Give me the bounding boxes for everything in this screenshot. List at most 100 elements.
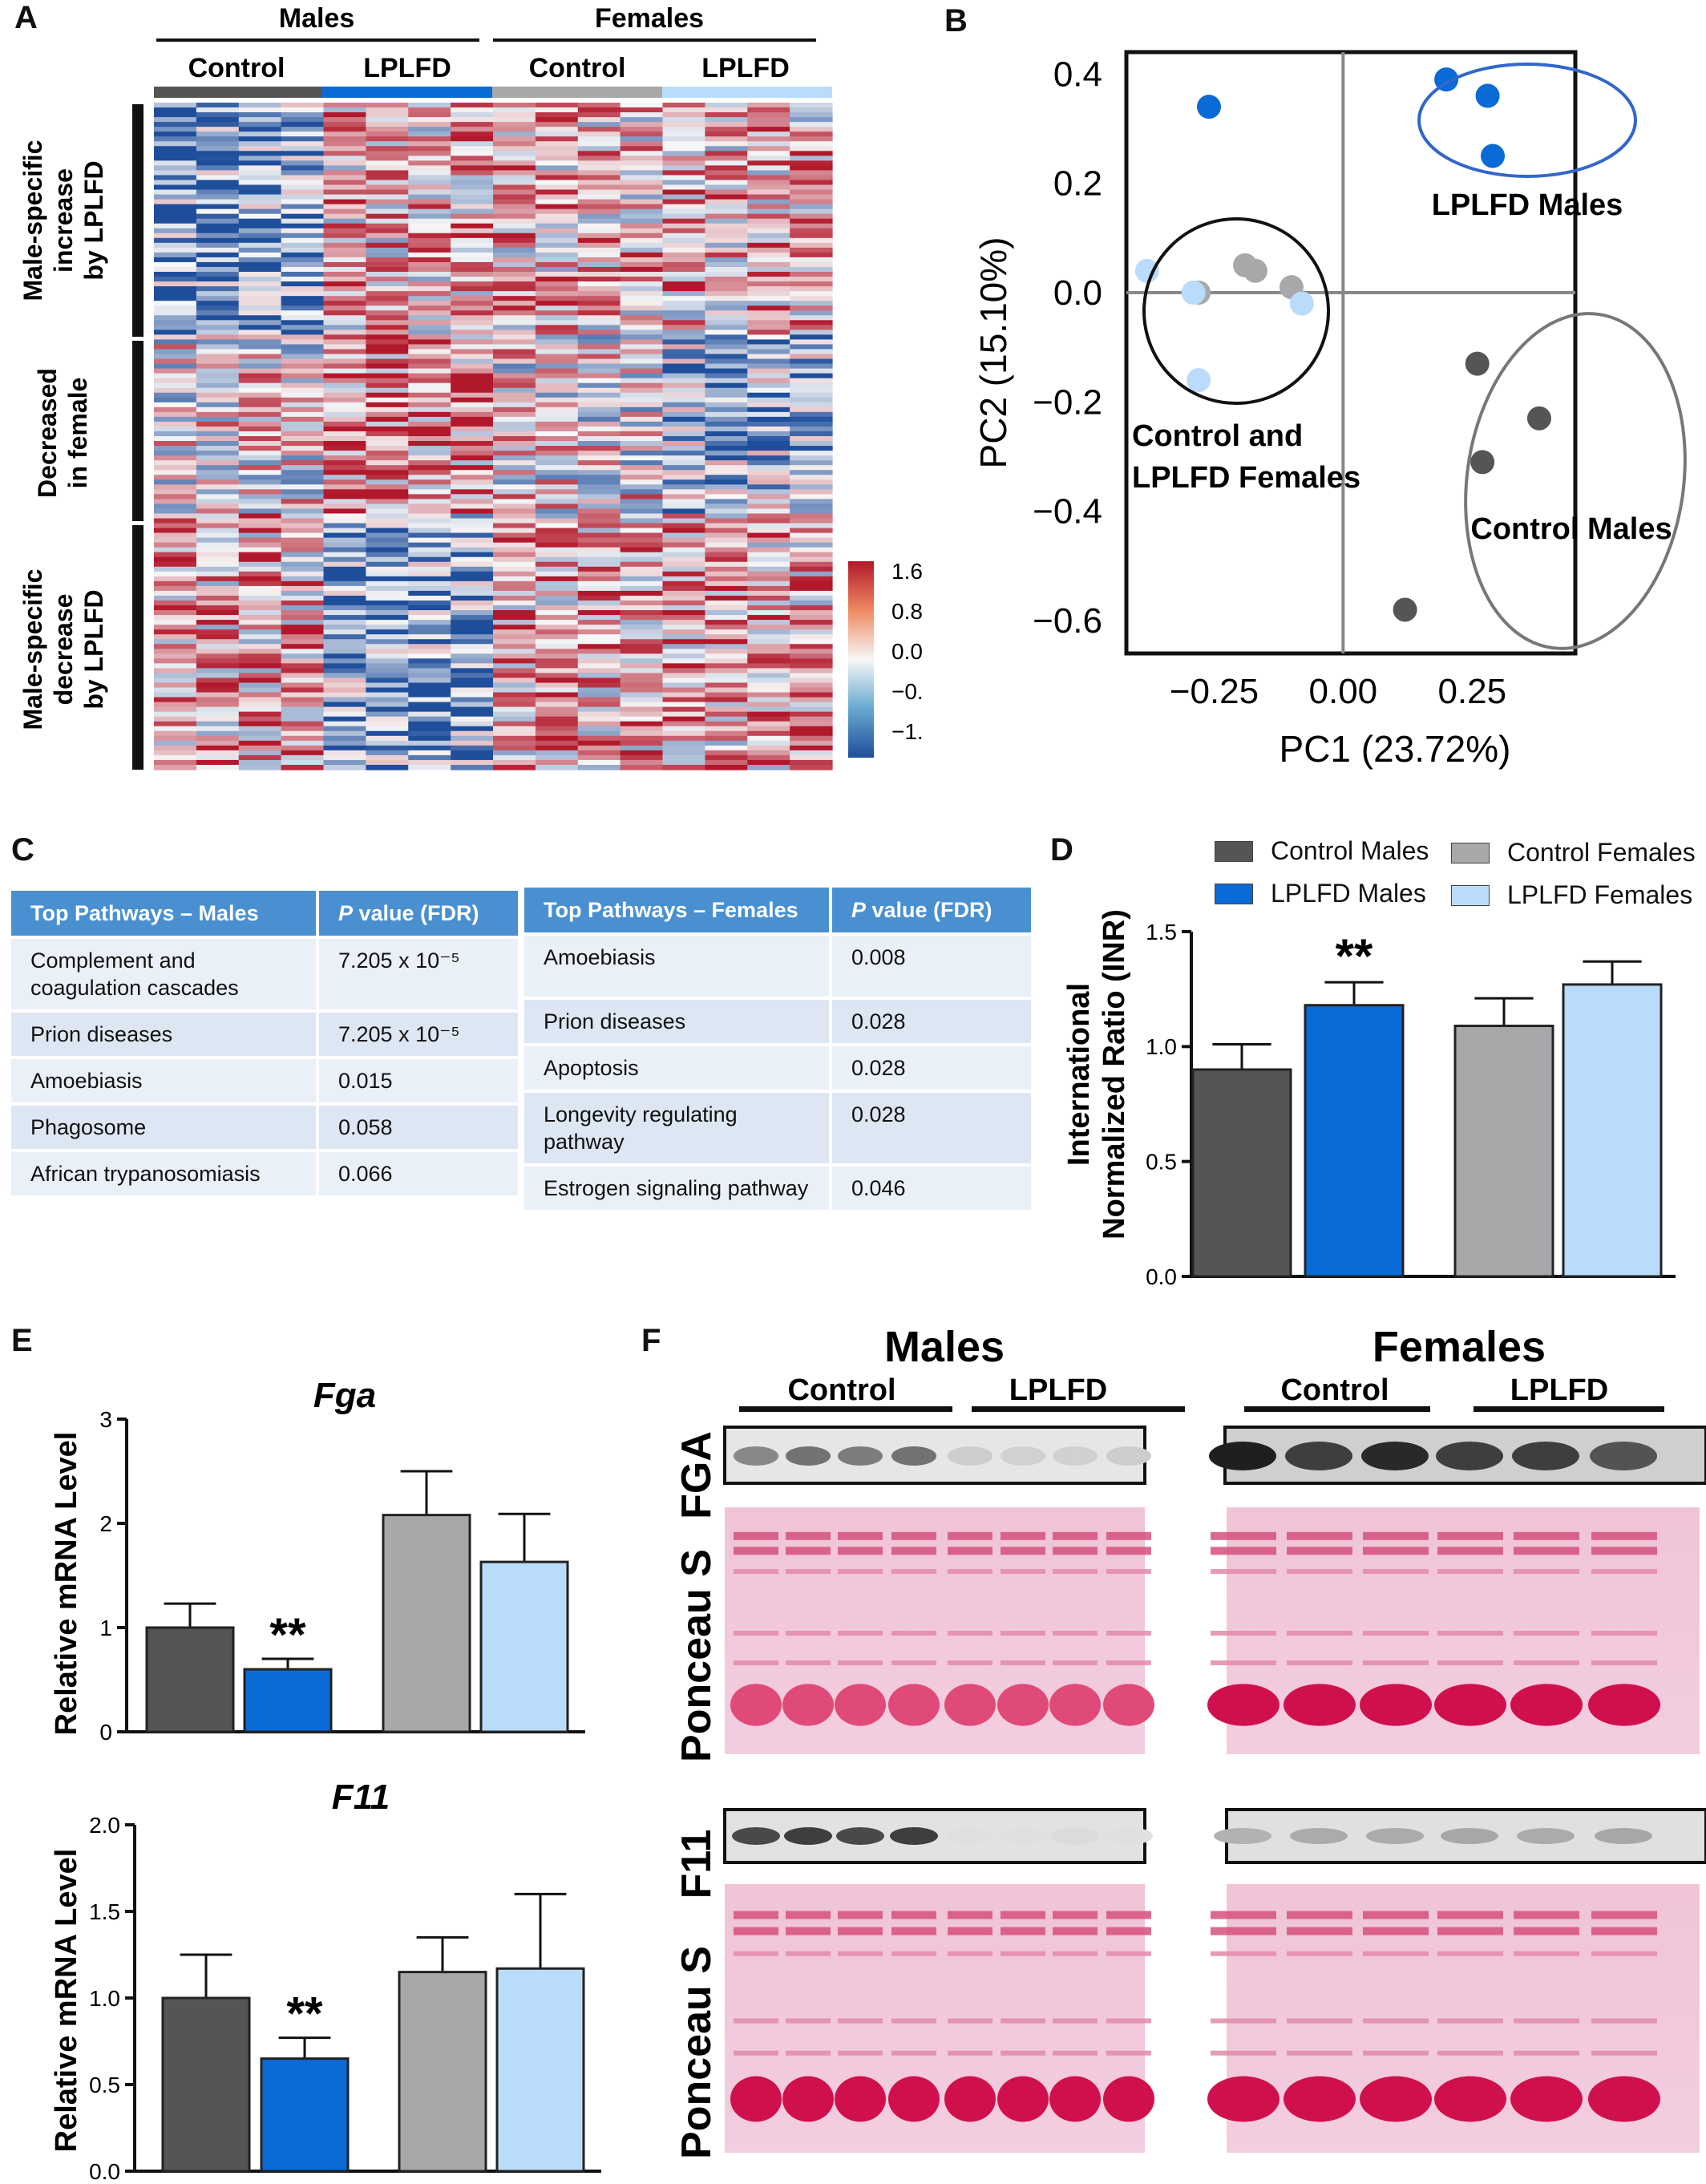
heatmap-cell — [535, 479, 579, 485]
heatmap-cell — [154, 228, 197, 234]
heatmap-cell — [154, 291, 197, 297]
heatmap-cell — [323, 189, 366, 196]
heatmap-cell — [577, 127, 621, 132]
heatmap-cell — [408, 223, 451, 229]
heatmap-cell — [366, 508, 409, 515]
heatmap-cell — [620, 257, 664, 263]
heatmap-cell — [747, 465, 790, 471]
heatmap-cell — [790, 421, 833, 427]
heatmap-cell — [451, 542, 494, 548]
heatmap-cell — [154, 261, 197, 268]
heatmap-cell — [535, 421, 579, 427]
heatmap-cell — [281, 620, 325, 625]
heatmap-cell — [323, 673, 366, 679]
heatmap-cell — [238, 730, 282, 737]
heatmap-cell — [323, 170, 366, 176]
heatmap-cell — [154, 697, 197, 703]
heatmap-cell — [790, 349, 833, 355]
heatmap-cell — [238, 354, 282, 360]
heatmap-cell — [196, 334, 240, 341]
heatmap-cell — [747, 156, 790, 161]
heatmap-cell — [493, 634, 536, 640]
ponceau-band — [1001, 1631, 1045, 1636]
heatmap-cell — [790, 745, 833, 751]
heatmap-cell — [238, 156, 282, 161]
heatmap-group-bar-control-males — [154, 87, 322, 98]
heatmap-cell — [238, 213, 282, 220]
ponceau-band — [948, 1660, 992, 1665]
heatmap-cell — [238, 330, 282, 335]
ponceau-band — [948, 1951, 992, 1956]
heatmap-cell — [747, 286, 790, 292]
heatmap-cell — [451, 334, 494, 341]
heatmap-cell — [366, 653, 409, 659]
heatmap-cell — [790, 406, 833, 413]
heatmap-cell — [577, 368, 621, 374]
heatmap-cell — [493, 735, 536, 742]
heatmap-cell — [535, 199, 579, 205]
ponceau-albumin-band — [888, 2076, 940, 2122]
heatmap-cell — [196, 537, 240, 544]
heatmap-cell — [535, 658, 579, 664]
heatmap-cell — [577, 518, 621, 524]
heatmap-cell — [366, 349, 409, 355]
heatmap-cell — [620, 373, 664, 379]
colorbar-tick: −0.8 — [891, 679, 922, 704]
heatmap-cell — [281, 402, 325, 408]
heatmap-cell — [493, 750, 536, 756]
legend-item: LPLFD Females — [1451, 880, 1692, 910]
heatmap-cell — [620, 184, 664, 191]
heatmap-cell — [493, 528, 536, 534]
heatmap-cell — [493, 711, 536, 718]
heatmap-cell — [323, 499, 366, 505]
heatmap-cell — [323, 344, 366, 350]
heatmap-cell — [196, 160, 240, 166]
heatmap-cell — [281, 499, 325, 505]
heatmap-cell — [662, 673, 705, 679]
heatmap-cell — [620, 397, 664, 403]
heatmap-cell — [705, 436, 748, 442]
heatmap-cell — [535, 682, 579, 689]
heatmap-cell — [196, 513, 240, 520]
heatmap-cell — [620, 204, 664, 210]
heatmap-cell — [323, 272, 366, 277]
heatmap-cell — [281, 692, 325, 698]
heatmap-cell — [154, 600, 197, 606]
heatmap-cell — [154, 151, 197, 156]
bar — [382, 1514, 471, 1733]
heatmap-cell — [535, 451, 579, 456]
heatmap-cell — [705, 363, 748, 370]
heatmap-cell — [535, 151, 579, 156]
heatmap-cell — [154, 330, 197, 335]
ponceau-band — [1106, 1660, 1151, 1665]
heatmap-cell — [790, 184, 833, 191]
heatmap-cell — [790, 301, 833, 306]
heatmap-cell — [451, 489, 494, 495]
heatmap-cell — [705, 242, 748, 249]
heatmap-cell — [323, 605, 366, 611]
heatmap-cell — [790, 484, 833, 490]
heatmap-cell — [281, 237, 325, 244]
heatmap-cell — [238, 451, 282, 456]
heatmap-cell — [451, 576, 494, 582]
heatmap-cell — [451, 199, 494, 205]
heatmap-cell — [535, 136, 579, 142]
heatmap-cell — [154, 416, 197, 423]
heatmap-cell — [535, 620, 579, 625]
heatmap-cell — [620, 475, 664, 480]
ponceau-albumin-band — [1207, 2076, 1280, 2122]
heatmap-cell — [281, 305, 325, 311]
heatmap-cell — [238, 436, 282, 442]
y-tick-label: 0.5 — [89, 2073, 120, 2097]
heatmap-cell — [577, 566, 621, 572]
heatmap-cell — [366, 199, 409, 205]
heatmap-cell — [535, 580, 579, 587]
f11-band — [1290, 1828, 1348, 1844]
heatmap-cell — [790, 315, 833, 321]
heatmap-cell — [281, 122, 325, 127]
heatmap-cell — [323, 571, 366, 577]
heatmap-cell — [366, 465, 409, 471]
heatmap-cell — [790, 334, 833, 341]
heatmap-cell — [238, 663, 282, 669]
